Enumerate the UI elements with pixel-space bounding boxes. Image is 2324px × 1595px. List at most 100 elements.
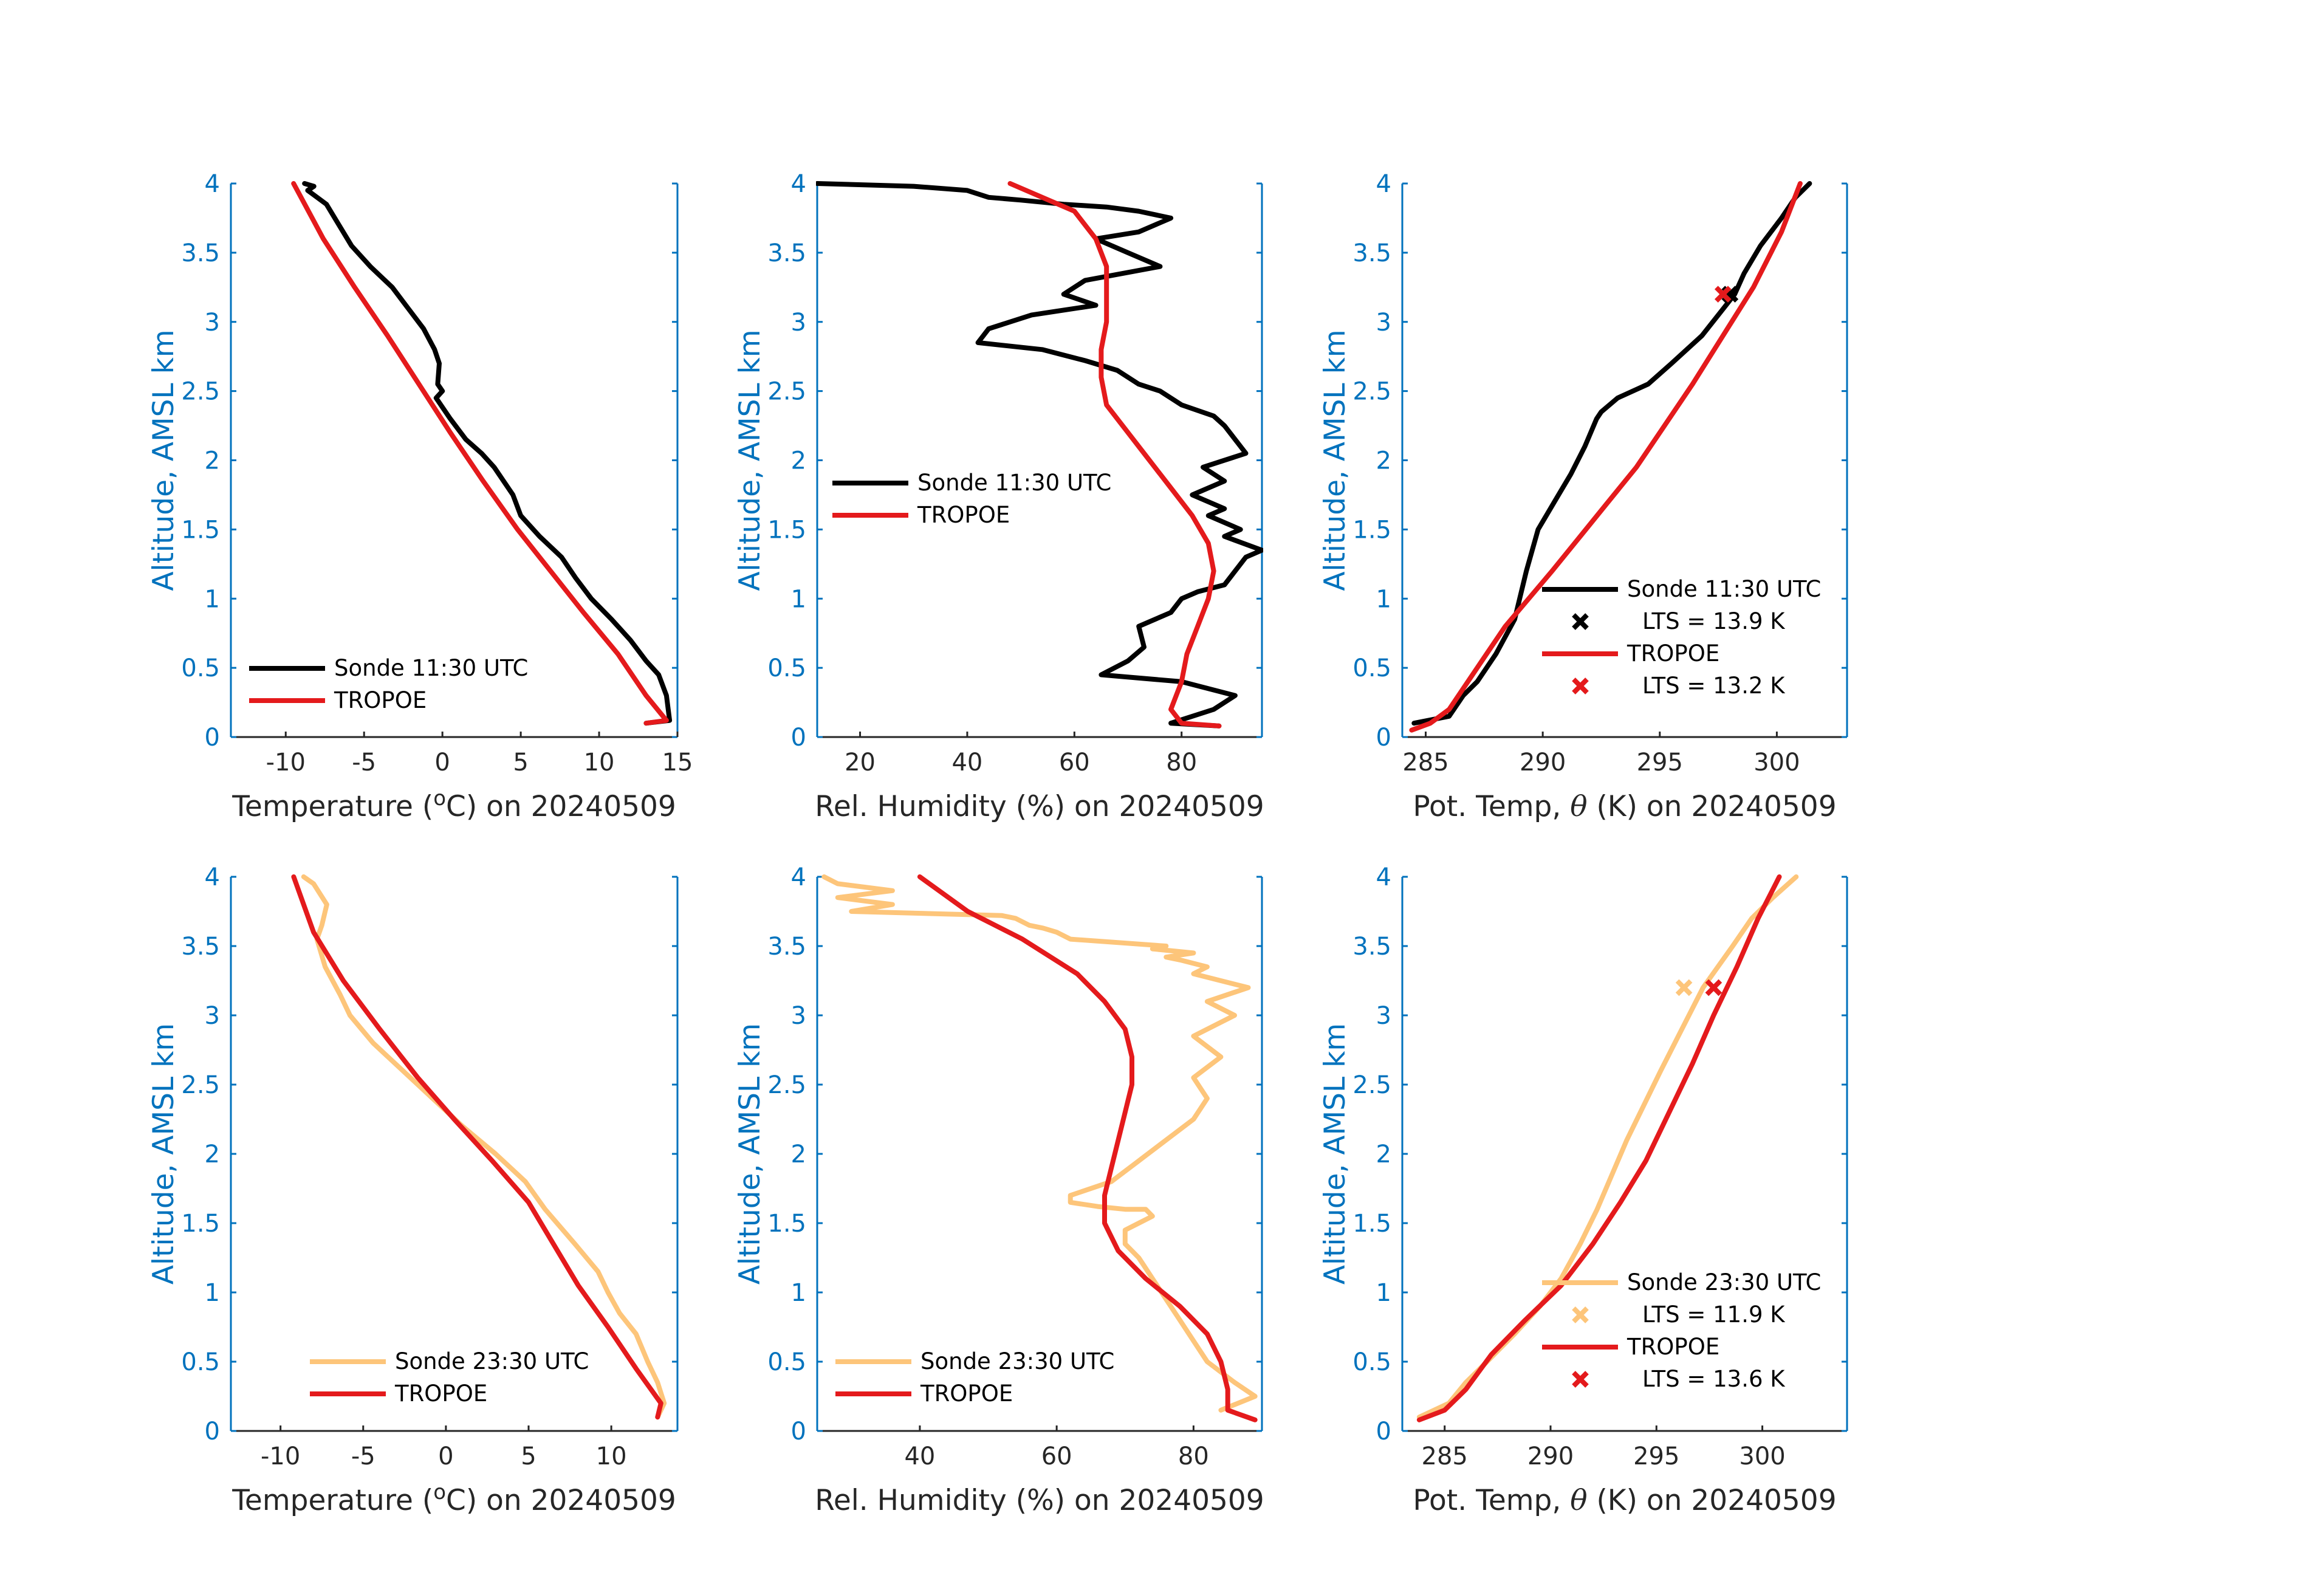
x-axis-title-prefix: Temperature ( (231, 1484, 433, 1517)
legend: Sonde 23:30 UTC LTS = 11.9 K TROPOE LTS = 1… (1542, 1269, 1821, 1392)
y-tick-label: 0.5 (767, 654, 806, 682)
x-axis-title-prefix: Temperature ( (231, 790, 433, 823)
y-tick-label: 4 (205, 863, 220, 891)
legend-marker-icon (1572, 613, 1589, 630)
x-axis-title-symbol: θ (1570, 790, 1587, 823)
panel-bottom-right: 0 0.5 1 1.5 2 2.5 3 3.5 4 285 290 295 300 Altitude, A… (1318, 863, 1848, 1517)
y-tick-label: 1.5 (181, 516, 220, 544)
y-tick-label: 0 (791, 1418, 806, 1446)
y-tick-label: 3 (205, 309, 220, 337)
legend: Sonde 11:30 UTC TROPOE (832, 470, 1111, 528)
x-tick-label: 285 (1422, 1442, 1468, 1470)
y-tick-label: 0.5 (767, 1348, 806, 1376)
y-tick-label: 2 (1376, 447, 1391, 475)
x-tick-label: 60 (1041, 1442, 1072, 1470)
y-tick-label: 1 (1376, 585, 1391, 613)
y-tick-label: 3.5 (181, 933, 220, 961)
y-tick-label: 0.5 (1352, 654, 1391, 682)
x-axis-title: Pot. Temp, θ (K) on 20240509 (1413, 1484, 1836, 1517)
x-axis-title-unit: C (446, 1484, 466, 1517)
y-tick-label: 0.5 (1352, 1348, 1391, 1376)
y-tick-label: 3.5 (767, 239, 806, 267)
x-tick-label: -5 (351, 1442, 375, 1470)
y-tick-label: 3.5 (1352, 239, 1391, 267)
series-line-sonde (821, 874, 1258, 1413)
legend-label: TROPOE (917, 502, 1010, 528)
y-tick-label: 1 (205, 585, 220, 613)
y-tick-label: 3.5 (767, 933, 806, 961)
y-tick-label: 3.5 (181, 239, 220, 267)
y-axis-title: Altitude, AMSL km (1318, 329, 1352, 591)
x-axis-title-prefix: Pot. Temp, (1413, 1484, 1570, 1517)
y-tick-label: 1 (791, 1279, 806, 1307)
x-tick-label: 295 (1637, 749, 1683, 777)
y-tick-label: 4 (205, 170, 220, 198)
series-line-sonde (302, 181, 673, 726)
y-tick-label: 3 (205, 1002, 220, 1030)
legend-label: Sonde 11:30 UTC (1627, 576, 1821, 602)
y-tick-label: 2.5 (181, 378, 220, 406)
legend: Sonde 23:30 UTC TROPOE (835, 1348, 1114, 1407)
legend-label: LTS = 11.9 K (1642, 1302, 1786, 1328)
y-tick-label: 1 (1376, 1279, 1391, 1307)
series-line-tropoe (1409, 181, 1803, 733)
x-tick-label: -10 (266, 749, 306, 777)
series-line-tropoe (1007, 181, 1222, 729)
legend-label: TROPOE (920, 1381, 1013, 1407)
y-tick-label: 1 (205, 1279, 220, 1307)
x-axis-title: Rel. Humidity (%) on 20240509 (815, 1484, 1264, 1517)
y-tick-label: 0.5 (181, 654, 220, 682)
y-tick-label: 2.5 (1352, 378, 1391, 406)
panel-bottom-middle: 0 0.5 1 1.5 2 2.5 3 3.5 4 40 60 80 Altitude, AMSL km… (733, 863, 1264, 1517)
panel-top-right: 0 0.5 1 1.5 2 2.5 3 3.5 4 285 290 295 300 Altitude, A… (1318, 170, 1848, 823)
x-tick-label: 5 (513, 749, 528, 777)
y-tick-label: 1.5 (181, 1210, 220, 1238)
legend-marker-icon (1572, 677, 1589, 695)
y-tick-label: 1.5 (767, 516, 806, 544)
y-tick-label: 0 (791, 724, 806, 752)
y-axis-title: Altitude, AMSL km (147, 1023, 180, 1285)
legend-marker-icon (1572, 1306, 1589, 1323)
y-tick-label: 1.5 (1352, 1210, 1391, 1238)
legend-label: TROPOE (1626, 1334, 1719, 1360)
y-tick-label: 0 (1376, 1418, 1391, 1446)
legend-label: LTS = 13.2 K (1642, 673, 1786, 699)
legend-label: Sonde 23:30 UTC (395, 1348, 589, 1374)
y-axis-title: Altitude, AMSL km (1318, 1023, 1352, 1285)
series-line-sonde (1411, 181, 1812, 726)
panel-top-left: 0 0.5 1 1.5 2 2.5 3 3.5 4 -10 -5 0 5 10 15 Altitude, AM… (147, 170, 693, 823)
x-axis-title-prefix: Pot. Temp, (1413, 790, 1570, 823)
legend-label: Sonde 23:30 UTC (1627, 1269, 1821, 1295)
x-axis-title-degree: o (433, 1480, 446, 1504)
x-tick-label: 285 (1402, 749, 1448, 777)
y-tick-label: 2 (1376, 1141, 1391, 1168)
x-tick-label: 10 (596, 1442, 627, 1470)
y-tick-label: 3 (791, 309, 806, 337)
x-axis-title-suffix: ) on 20240509 (466, 790, 676, 823)
y-axis-title: Altitude, AMSL km (733, 1023, 767, 1285)
x-axis-title: Temperature (oC) on 20240509 (231, 786, 676, 823)
y-tick-label: 2.5 (1352, 1071, 1391, 1099)
legend-label: LTS = 13.6 K (1642, 1366, 1786, 1392)
x-axis-title-symbol: θ (1570, 1484, 1587, 1517)
series-line-tropoe (917, 874, 1258, 1422)
y-tick-label: 2.5 (767, 378, 806, 406)
x-tick-label: 20 (845, 749, 876, 777)
lts-marker-0 (1675, 979, 1693, 996)
lts-marker-1 (1714, 286, 1732, 303)
x-axis-title-suffix: (K) on 20240509 (1588, 790, 1837, 823)
x-tick-label: -5 (352, 749, 376, 777)
legend: Sonde 23:30 UTC TROPOE (310, 1348, 589, 1407)
y-tick-label: 3.5 (1352, 933, 1391, 961)
y-tick-label: 0 (1376, 724, 1391, 752)
x-tick-label: 295 (1633, 1442, 1679, 1470)
y-tick-label: 2.5 (181, 1071, 220, 1099)
legend: Sonde 11:30 UTC TROPOE (249, 655, 528, 713)
x-tick-label: 80 (1166, 749, 1197, 777)
x-tick-label: 290 (1527, 1442, 1574, 1470)
x-axis-title: Pot. Temp, θ (K) on 20240509 (1413, 790, 1836, 823)
y-tick-label: 1.5 (767, 1210, 806, 1238)
x-tick-label: 300 (1753, 749, 1800, 777)
x-axis-title-unit: C (446, 790, 466, 823)
